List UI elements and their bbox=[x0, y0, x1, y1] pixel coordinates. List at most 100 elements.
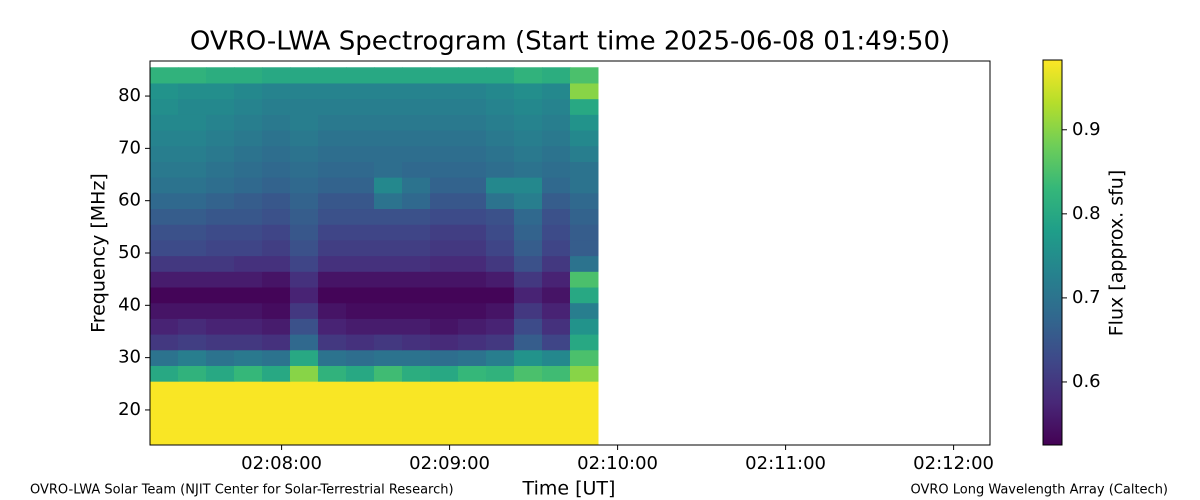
heatmap-cell bbox=[458, 271, 487, 288]
heatmap-cell bbox=[178, 114, 207, 131]
heatmap-cell bbox=[234, 130, 263, 147]
heatmap-cell bbox=[458, 396, 487, 414]
heatmap-cell bbox=[542, 208, 571, 225]
heatmap-cell bbox=[402, 208, 431, 225]
heatmap-cell bbox=[514, 192, 543, 210]
heatmap-cell bbox=[542, 412, 571, 429]
heatmap-cell bbox=[150, 114, 179, 131]
heatmap-cell bbox=[178, 287, 207, 304]
heatmap-cell bbox=[374, 224, 403, 241]
heatmap-cell bbox=[178, 334, 207, 351]
heatmap-cell bbox=[570, 428, 599, 445]
heatmap-cell bbox=[514, 412, 543, 429]
heatmap-cell bbox=[514, 349, 543, 366]
colorbar-label: Flux [approx. sfu] bbox=[1106, 170, 1128, 337]
heatmap-cell bbox=[234, 349, 263, 366]
heatmap-cell bbox=[374, 192, 403, 210]
heatmap-cell bbox=[150, 349, 179, 366]
heatmap-cell bbox=[458, 82, 487, 100]
heatmap-cell bbox=[262, 82, 291, 100]
heatmap-cell bbox=[178, 224, 207, 241]
heatmap-cell bbox=[374, 255, 403, 272]
heatmap-cell bbox=[290, 130, 319, 147]
y-tick-label: 50 bbox=[118, 242, 141, 263]
heatmap-cell bbox=[346, 381, 375, 398]
colorbar bbox=[1042, 59, 1063, 446]
heatmap-cell bbox=[486, 130, 515, 147]
heatmap-cell bbox=[514, 114, 543, 131]
heatmap-cell bbox=[430, 349, 459, 366]
heatmap-cell bbox=[374, 318, 403, 335]
y-axis-label: Frequency [MHz] bbox=[88, 173, 110, 333]
heatmap-cell bbox=[514, 271, 543, 288]
heatmap-cell bbox=[150, 396, 179, 414]
heatmap-cell bbox=[178, 130, 207, 147]
heatmap-cell bbox=[206, 145, 235, 162]
heatmap-cell bbox=[178, 98, 207, 115]
heatmap-cell bbox=[430, 82, 459, 100]
heatmap-cell bbox=[318, 114, 347, 131]
heatmap-cell bbox=[206, 381, 235, 398]
heatmap-cell bbox=[234, 67, 263, 84]
heatmap-cell bbox=[178, 161, 207, 178]
heatmap-cell bbox=[206, 412, 235, 429]
heatmap-cell bbox=[234, 365, 263, 382]
heatmap-cell bbox=[150, 67, 179, 84]
heatmap-cell bbox=[346, 67, 375, 84]
heatmap-cell bbox=[458, 255, 487, 272]
heatmap-cell bbox=[150, 334, 179, 351]
heatmap-cell bbox=[570, 334, 599, 351]
heatmap-cell bbox=[542, 255, 571, 272]
heatmap-cell bbox=[234, 224, 263, 241]
heatmap-cell bbox=[234, 428, 263, 445]
heatmap-cell bbox=[430, 334, 459, 351]
heatmap-cell bbox=[178, 239, 207, 257]
heatmap-cell bbox=[318, 334, 347, 351]
heatmap-cell bbox=[570, 365, 599, 382]
heatmap-cell bbox=[178, 145, 207, 162]
heatmap-cell bbox=[290, 412, 319, 429]
heatmap-cell bbox=[486, 239, 515, 257]
heatmap-cell bbox=[458, 224, 487, 241]
heatmap-cell bbox=[570, 396, 599, 414]
heatmap-cell bbox=[402, 428, 431, 445]
heatmap-cell bbox=[290, 145, 319, 162]
heatmap-cell bbox=[402, 287, 431, 304]
heatmap-cell bbox=[402, 396, 431, 414]
heatmap-cell bbox=[234, 161, 263, 178]
heatmap-cell bbox=[402, 302, 431, 319]
heatmap-cell bbox=[486, 208, 515, 225]
heatmap-cell bbox=[374, 428, 403, 445]
heatmap-cell bbox=[262, 349, 291, 366]
heatmap-cell bbox=[318, 349, 347, 366]
heatmap-cell bbox=[318, 145, 347, 162]
heatmap-cell bbox=[430, 98, 459, 115]
heatmap-cell bbox=[430, 67, 459, 84]
heatmap-cell bbox=[514, 145, 543, 162]
heatmap-cell bbox=[262, 130, 291, 147]
heatmap-cell bbox=[486, 224, 515, 241]
heatmap-cell bbox=[178, 208, 207, 225]
heatmap-cell bbox=[290, 177, 319, 194]
heatmap-cell bbox=[262, 287, 291, 304]
heatmap-cell bbox=[290, 318, 319, 335]
heatmap-cell bbox=[206, 255, 235, 272]
heatmap-cell bbox=[346, 302, 375, 319]
heatmap-cell bbox=[430, 145, 459, 162]
heatmap-cell bbox=[206, 302, 235, 319]
heatmap-cell bbox=[318, 318, 347, 335]
heatmap-cell bbox=[374, 396, 403, 414]
heatmap-cell bbox=[486, 114, 515, 131]
heatmap-cell bbox=[150, 145, 179, 162]
heatmap-cell bbox=[178, 318, 207, 335]
heatmap-cell bbox=[262, 208, 291, 225]
heatmap-cell bbox=[458, 428, 487, 445]
heatmap-cell bbox=[374, 98, 403, 115]
heatmap-cell bbox=[318, 161, 347, 178]
y-tick-label: 60 bbox=[118, 190, 141, 211]
heatmap-cell bbox=[542, 334, 571, 351]
heatmap-cell bbox=[290, 396, 319, 414]
heatmap-cell bbox=[234, 287, 263, 304]
heatmap-cell bbox=[570, 130, 599, 147]
heatmap-cell bbox=[374, 161, 403, 178]
